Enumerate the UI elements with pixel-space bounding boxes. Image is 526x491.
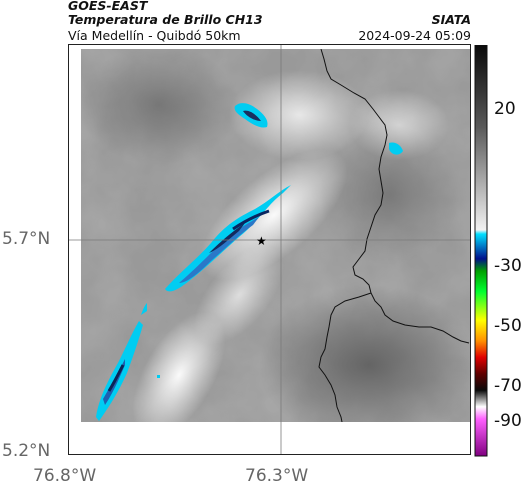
cold-cloud-band: [349, 90, 449, 160]
colorbar-tick-label: 20: [494, 99, 516, 119]
location-star-marker: ★: [256, 234, 267, 248]
satellite-title: GOES-EAST: [68, 0, 148, 13]
lon-tick-label: 76.8°W: [33, 466, 97, 486]
top-strip: [69, 45, 470, 49]
organization-label: SIATA: [431, 12, 471, 27]
subtitle-row: Vía Medellín - Quibdó 50km 2024-09-24 05…: [68, 29, 471, 43]
warm-region: [79, 45, 239, 165]
colorbar-tick-label: -50: [494, 316, 522, 336]
colorbar-tick-label: -90: [494, 411, 522, 431]
region-label: Vía Medellín - Quibdó 50km: [68, 28, 241, 43]
lat-tick-label: 5.2°N: [2, 441, 51, 461]
satellite-image: ★: [69, 45, 470, 454]
deep-convection-cells: [96, 103, 403, 421]
cold-cloud-band: [200, 149, 348, 281]
product-header: Temperatura de Brillo CH13 SIATA: [68, 13, 471, 27]
colorbar-tick-label: -70: [494, 376, 522, 396]
cold-cloud-band: [229, 70, 369, 160]
left-strip: [69, 45, 81, 454]
cold-cloud-band: [194, 245, 284, 345]
lat-tick-label: 5.7°N: [2, 229, 51, 249]
colorbar: [474, 45, 488, 457]
warm-region: [259, 285, 470, 445]
border-line: [318, 48, 470, 438]
product-title: Temperatura de Brillo CH13: [68, 12, 263, 27]
warm-region: [319, 125, 459, 265]
map-panel: ★: [68, 44, 471, 455]
colorbar-tick-label: -30: [494, 256, 522, 276]
datetime-label: 2024-09-24 05:09: [358, 28, 471, 43]
lon-tick-label: 76.3°W: [245, 466, 309, 486]
cold-cloud-band: [132, 311, 226, 439]
